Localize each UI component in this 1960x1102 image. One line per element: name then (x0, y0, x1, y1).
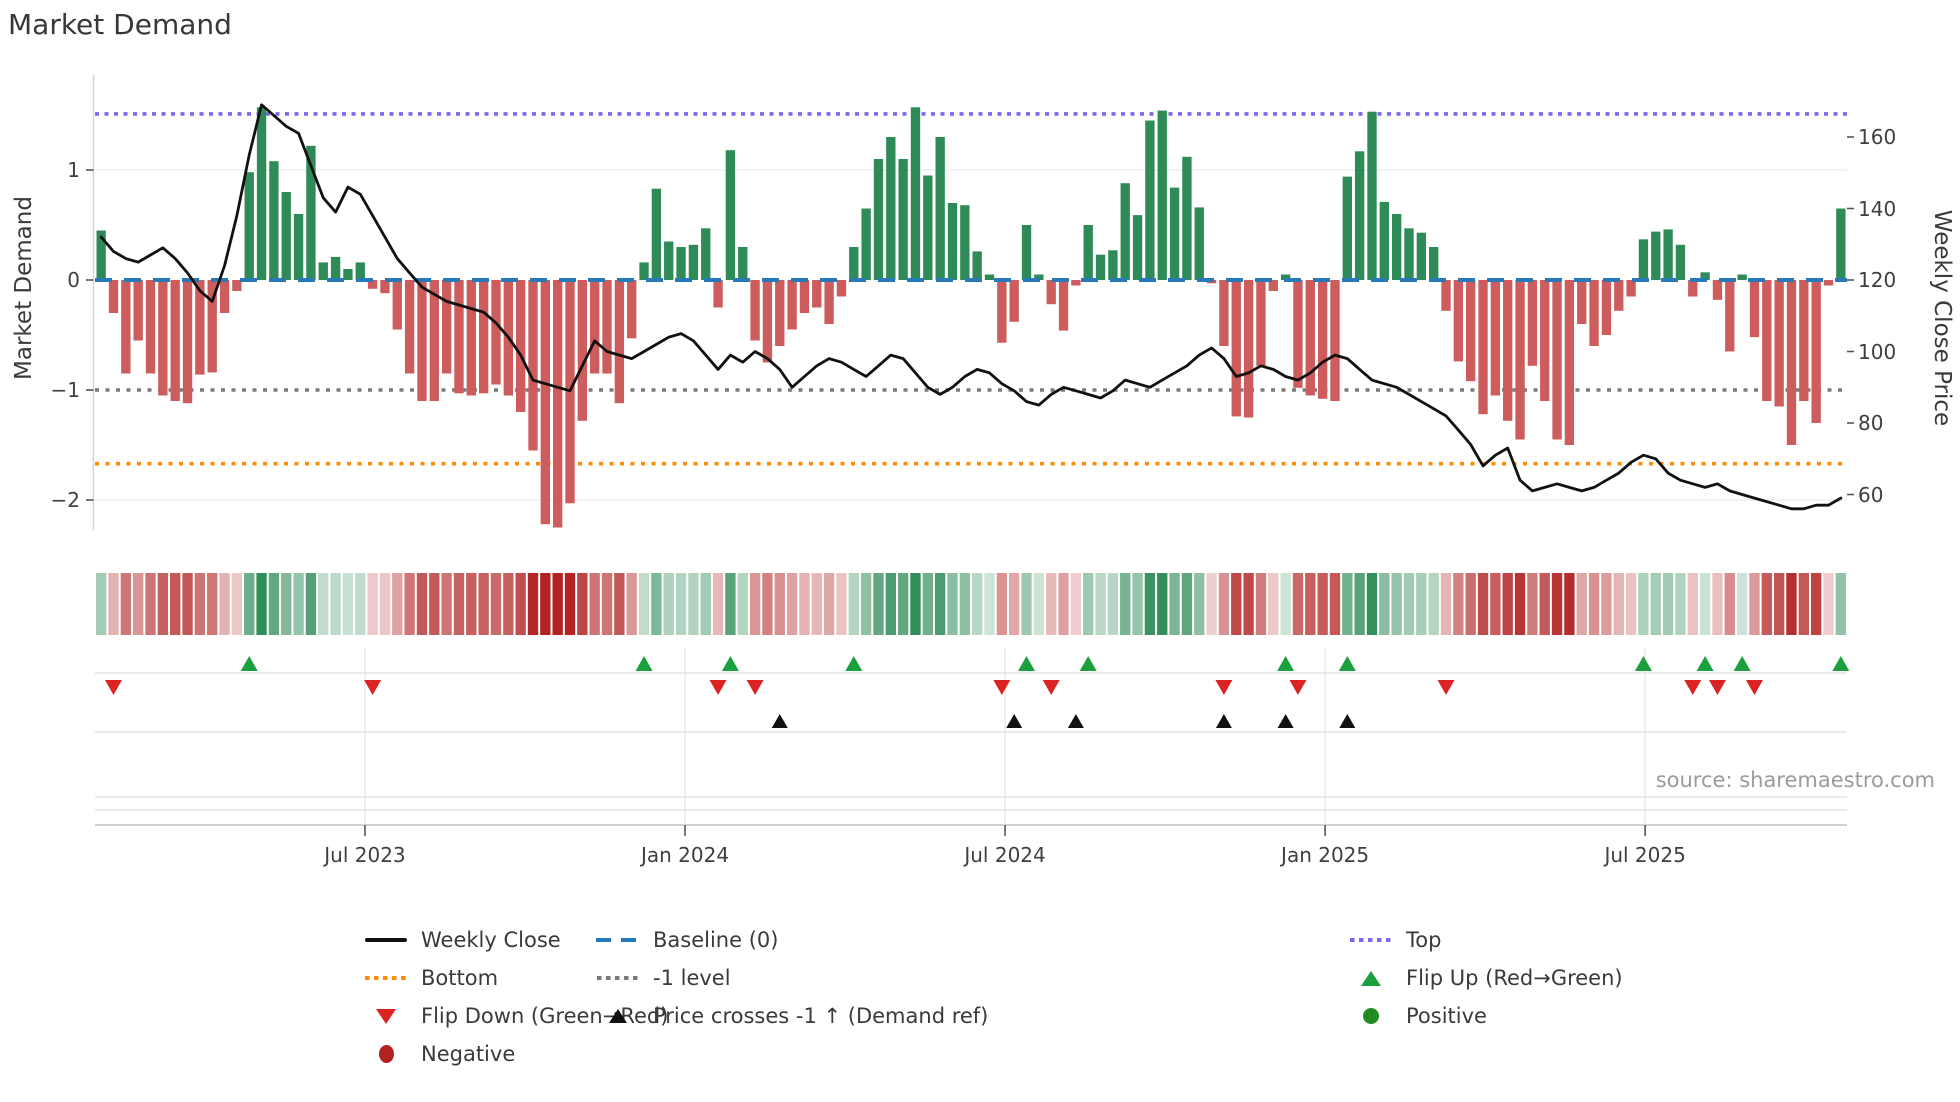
legend-label: -1 level (653, 966, 731, 990)
flip-down-icon (1042, 680, 1060, 695)
demand-tick-label: 0 (67, 268, 80, 292)
price-cross-icon (1006, 714, 1023, 728)
price-cross-icon (771, 714, 788, 728)
legend-item-minus1-level: -1 level (595, 960, 731, 996)
source-note: source: sharemaestro.com (1655, 768, 1935, 792)
legend-item-top: Top (1348, 922, 1441, 958)
price-cross-icon (1339, 714, 1356, 728)
legend-item-flip-down: Flip Down (Green→Red) (363, 998, 668, 1034)
baseline-dash-icon (595, 931, 641, 949)
price-line (99, 103, 1843, 511)
date-tick-label: Jul 2025 (1604, 843, 1686, 867)
legend-label: Bottom (421, 966, 499, 990)
demand-tick-label: 1 (67, 158, 80, 182)
flip-down-icon (1215, 680, 1233, 695)
legend-label: Baseline (0) (653, 928, 779, 952)
flip-up-icon (1696, 656, 1714, 671)
legend-label: Weekly Close (421, 928, 561, 952)
price-cross-icon (1067, 714, 1084, 728)
legend-item-baseline: Baseline (0) (595, 922, 778, 958)
weekly-close-line-icon (363, 931, 409, 949)
flip-down-icon (1708, 680, 1726, 695)
price-tick-label: 60 (1858, 482, 1884, 507)
demand-tick-label: −1 (50, 378, 80, 402)
flip-up-icon (721, 656, 739, 671)
flip-up-icon (1018, 656, 1036, 671)
flip-up-icon (1338, 656, 1356, 671)
legend-label: Flip Up (Red→Green) (1406, 966, 1623, 990)
flip-down-icon (364, 680, 382, 695)
flip-down-icon (1745, 680, 1763, 695)
flip-up-icon (1733, 656, 1751, 671)
flip-up-icon (845, 656, 863, 671)
legend-item-positive: Positive (1348, 998, 1487, 1034)
flip-up-icon (635, 656, 653, 671)
flip-down-icon (746, 680, 764, 695)
date-tick-label: Jan 2025 (1281, 843, 1370, 867)
bottom-dots-icon (363, 969, 409, 987)
event-markers (105, 656, 1850, 728)
price-tick-label: 120 (1858, 268, 1897, 292)
price-cross-icon (1277, 714, 1294, 728)
price-tick-label: 140 (1858, 196, 1897, 221)
positive-circle-icon (1348, 1007, 1394, 1025)
legend-item-flip-up: Flip Up (Red→Green) (1348, 960, 1623, 996)
legend-label: Top (1406, 928, 1442, 952)
flip-up-triangle-icon (1348, 969, 1394, 987)
flip-down-triangle-icon (363, 1007, 409, 1025)
date-tick-label: Jul 2023 (324, 843, 406, 867)
minus1-dots-icon (595, 969, 641, 987)
top-dots-icon (1348, 931, 1394, 949)
legend-item-negative: Negative (363, 1036, 515, 1072)
legend-label: Positive (1406, 1004, 1487, 1028)
legend-label: Flip Down (Green→Red) (421, 1004, 669, 1028)
demand-heatmap (96, 573, 1846, 635)
price-tick-label: 100 (1858, 339, 1897, 364)
legend-item-price-cross: Price crosses -1 ↑ (Demand ref) (595, 998, 988, 1034)
legend-label: Negative (421, 1042, 516, 1066)
flip-up-icon (1277, 656, 1295, 671)
price-cross-icon (1215, 714, 1232, 728)
price-tick-label: 160 (1858, 125, 1897, 149)
negative-circle-icon (363, 1045, 409, 1063)
page-title: Market Demand (8, 8, 232, 41)
demand-tick-label: −2 (50, 488, 80, 512)
flip-up-icon (240, 656, 258, 671)
flip-down-icon (1437, 680, 1455, 695)
grid-lines (86, 75, 1854, 836)
flip-up-icon (1832, 656, 1850, 671)
legend-item-bottom: Bottom (363, 960, 498, 996)
legend-label: Price crosses -1 ↑ (Demand ref) (653, 1004, 989, 1028)
date-tick-label: Jul 2024 (964, 843, 1046, 867)
flip-down-icon (1684, 680, 1702, 695)
flip-down-icon (993, 680, 1011, 695)
price-cross-triangle-icon (595, 1007, 641, 1025)
legend-item-weekly-close: Weekly Close (363, 922, 561, 958)
flip-up-icon (1079, 656, 1097, 671)
price-tick-label: 80 (1858, 411, 1884, 435)
flip-up-icon (1634, 656, 1652, 671)
flip-down-icon (105, 680, 123, 695)
flip-down-icon (709, 680, 727, 695)
date-tick-label: Jan 2024 (640, 843, 730, 867)
flip-down-icon (1289, 680, 1307, 695)
